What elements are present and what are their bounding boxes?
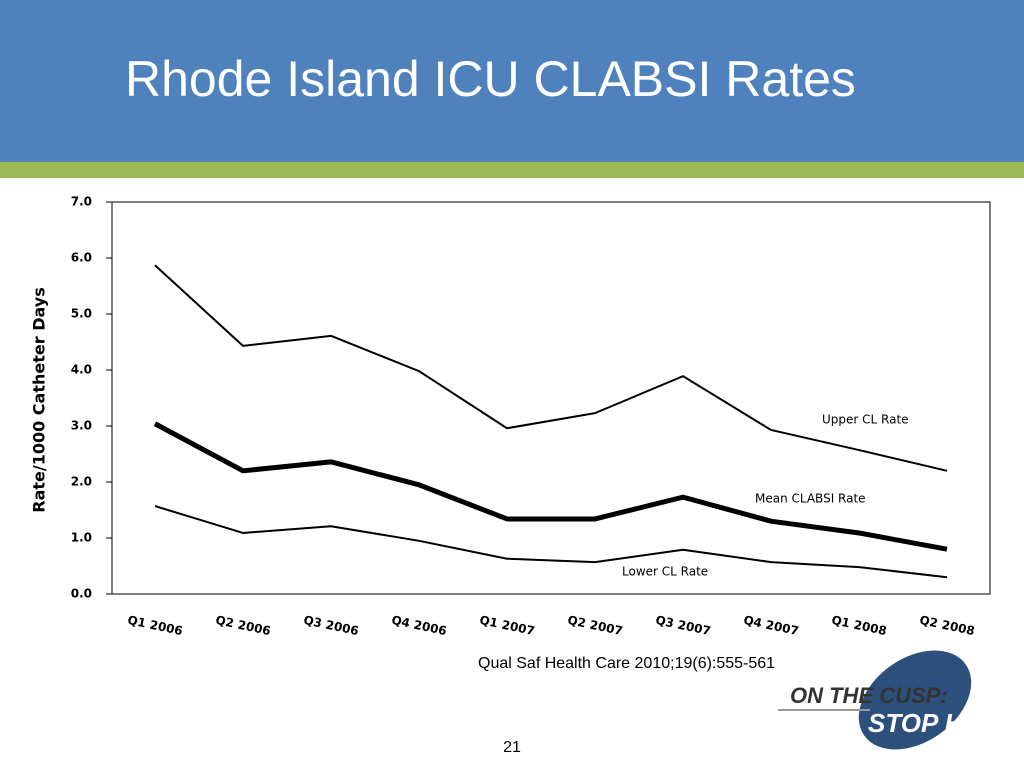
plot-frame (111, 201, 991, 595)
citation: Qual Saf Health Care 2010;19(6):555-561 (478, 655, 775, 672)
logo-shape (858, 650, 972, 750)
series-line (154, 505, 948, 579)
x-tick-label: Q1 2007 (478, 613, 536, 638)
y-tick-label: 2.0 (71, 475, 92, 489)
y-axis-title: Rate/1000 Catheter Days (30, 287, 49, 513)
y-tick-label: 6.0 (71, 251, 92, 265)
x-tick-label: Q4 2007 (742, 613, 800, 638)
y-tick-label: 7.0 (71, 195, 92, 209)
x-tick-label: Q2 2007 (566, 613, 624, 638)
series-line (154, 264, 948, 472)
series-label: Upper CL Rate (822, 413, 909, 427)
logo: ON THE CUSP: STOP HAI (778, 650, 990, 750)
x-tick-label: Q1 2008 (830, 613, 888, 638)
x-tick-label: Q3 2007 (654, 613, 712, 638)
y-tick-label: 3.0 (71, 419, 92, 433)
y-tick-label: 4.0 (71, 363, 92, 377)
x-tick-label: Q2 2006 (214, 613, 272, 638)
header-band (0, 0, 1024, 162)
y-tick-label: 5.0 (71, 307, 92, 321)
x-tick-label: Q3 2006 (302, 613, 360, 638)
series-label: Lower CL Rate (622, 565, 708, 579)
header-stripe (0, 162, 1024, 178)
logo-line1: ON THE CUSP: (790, 683, 948, 708)
y-tick-label: 1.0 (71, 531, 92, 545)
y-tick-label: 0.0 (71, 587, 92, 601)
x-tick-label: Q2 2008 (918, 613, 976, 638)
x-tick-label: Q4 2006 (390, 613, 448, 638)
series-label: Mean CLABSI Rate (755, 492, 866, 506)
slide-title: Rhode Island ICU CLABSI Rates (125, 51, 856, 107)
logo-line2: STOP HAI (868, 708, 990, 738)
x-tick-label: Q1 2006 (126, 613, 184, 638)
series-line (153, 421, 948, 552)
page-number: 21 (503, 739, 521, 756)
